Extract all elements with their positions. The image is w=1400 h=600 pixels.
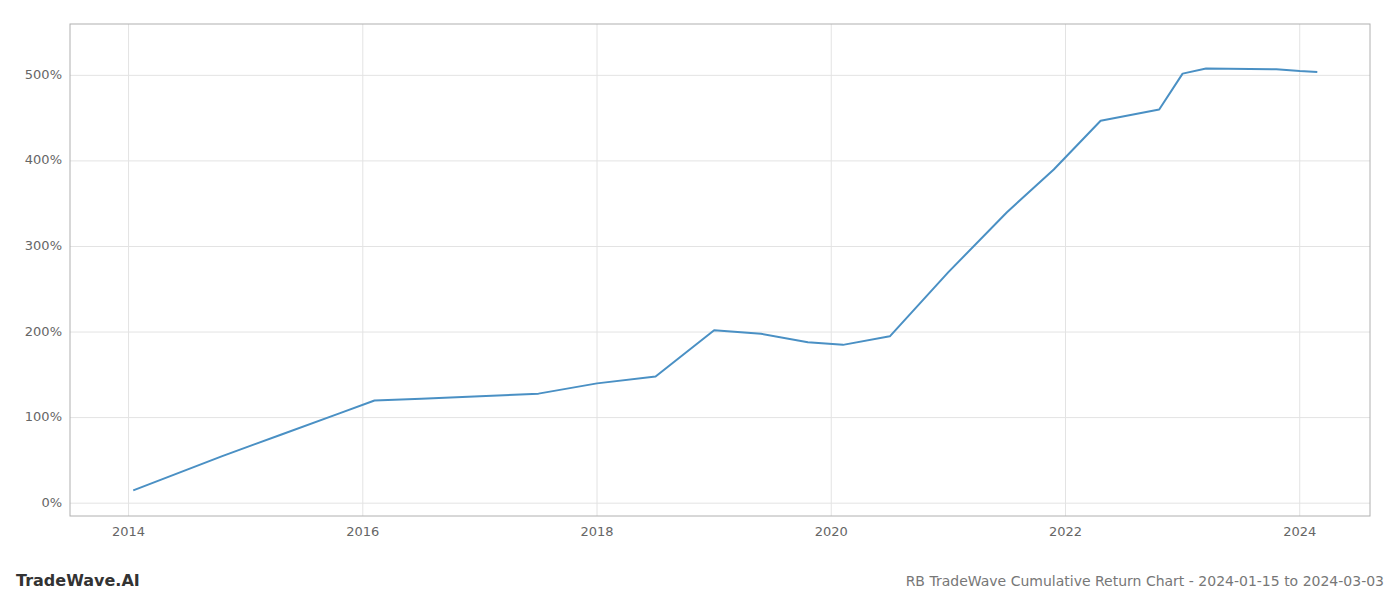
y-tick-label: 200% (25, 324, 62, 339)
y-tick-label: 400% (25, 152, 62, 167)
grid (70, 24, 1370, 516)
x-tick-label: 2024 (1283, 524, 1316, 539)
x-grid-line (1299, 24, 1300, 516)
x-tick-label: 2014 (112, 524, 145, 539)
y-grid-line (70, 160, 1370, 161)
x-tick-label: 2022 (1049, 524, 1082, 539)
x-grid-line (1065, 24, 1066, 516)
x-grid-line (831, 24, 832, 516)
x-grid-line (128, 24, 129, 516)
y-tick-label: 500% (25, 67, 62, 82)
plot-frame (70, 24, 1370, 516)
x-tick-label: 2018 (580, 524, 613, 539)
y-grid-line (70, 417, 1370, 418)
watermark: TradeWave.AI (16, 571, 140, 590)
x-tick-label: 2020 (815, 524, 848, 539)
x-grid-line (362, 24, 363, 516)
y-grid-line (70, 75, 1370, 76)
y-grid-line (70, 503, 1370, 504)
y-tick-label: 100% (25, 409, 62, 424)
x-grid-line (597, 24, 598, 516)
y-grid-line (70, 246, 1370, 247)
series (133, 68, 1317, 490)
axes: 0% 100% 200% 300% 400% 500% 2014 2016 2018 2020 20… (25, 67, 1316, 539)
y-tick-label: 0% (41, 495, 62, 510)
y-tick-label: 300% (25, 238, 62, 253)
chart-container: 0% 100% 200% 300% 400% 500% 2014 2016 2018 2020 20… (0, 0, 1400, 600)
x-tick-label: 2016 (346, 524, 379, 539)
chart-svg: 0% 100% 200% 300% 400% 500% 2014 2016 2018 2020 20… (0, 0, 1400, 600)
chart-title: RB TradeWave Cumulative Return Chart - 2… (906, 573, 1384, 589)
line (133, 68, 1317, 490)
